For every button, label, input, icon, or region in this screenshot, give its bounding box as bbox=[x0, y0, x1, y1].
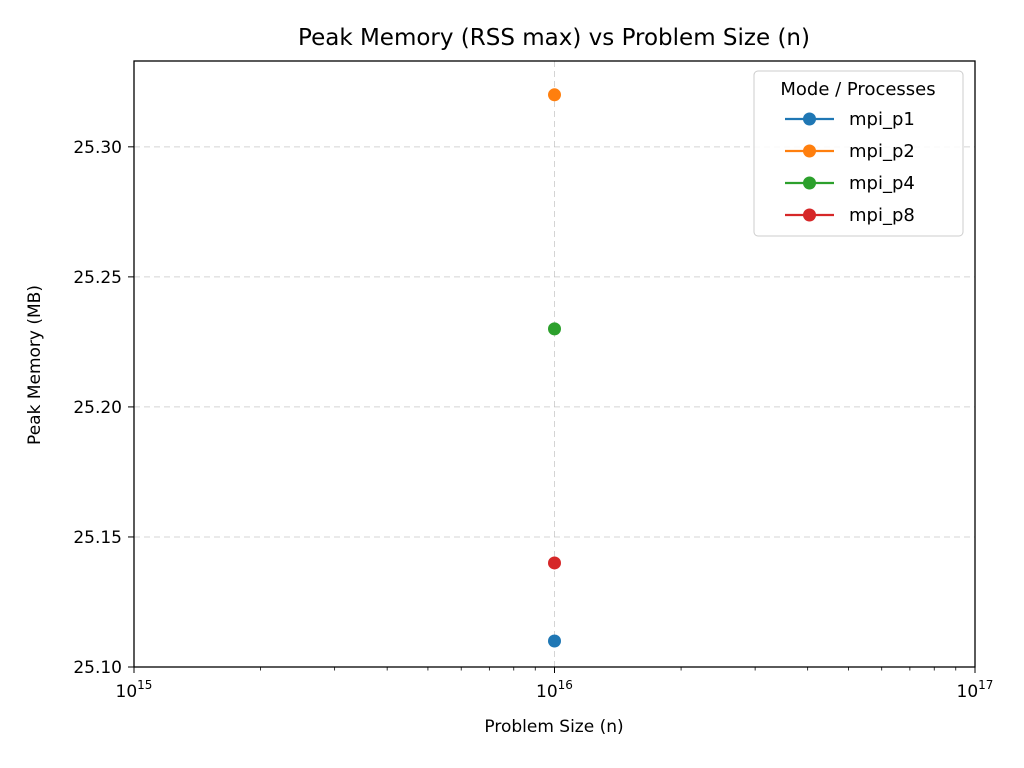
y-tick-label: 25.25 bbox=[73, 268, 122, 288]
legend-marker-mpi_p4 bbox=[803, 176, 816, 190]
legend-items: mpi_p1 mpi_p2 mpi_p4 mpi_p8 bbox=[785, 109, 915, 226]
legend-box bbox=[753, 70, 964, 237]
point-mpi_p2 bbox=[548, 88, 561, 102]
axis-ticks: 25.10 25.15 25.20 25.25 25.30 1015 1016 1017 bbox=[73, 138, 993, 702]
data-points bbox=[548, 88, 561, 648]
y-tick-label: 25.10 bbox=[73, 658, 122, 678]
legend-label-mpi_p8: mpi_p8 bbox=[849, 205, 915, 226]
x-tick-label: 1015 bbox=[116, 678, 153, 702]
point-mpi_p1 bbox=[548, 634, 561, 648]
legend: Mode / Processes mpi_p1mpi_p2mpi_p4mpi_p… bbox=[753, 70, 964, 237]
point-mpi_p4 bbox=[548, 322, 561, 336]
x-axis-label: Problem Size (n) bbox=[484, 717, 623, 737]
legend-label-mpi_p1: mpi_p1 bbox=[849, 109, 915, 130]
legend-label-mpi_p2: mpi_p2 bbox=[849, 141, 915, 162]
x-tick-label: 1016 bbox=[536, 678, 573, 702]
y-tick-label: 25.30 bbox=[73, 138, 122, 158]
legend-marker-mpi_p8 bbox=[803, 208, 816, 222]
legend-title: Mode / Processes bbox=[780, 79, 935, 100]
grid bbox=[134, 61, 975, 667]
legend-marker-mpi_p2 bbox=[803, 144, 816, 158]
legend-marker-mpi_p1 bbox=[803, 112, 816, 126]
y-axis-label: Peak Memory (MB) bbox=[25, 285, 45, 445]
x-tick-label: 1017 bbox=[957, 678, 994, 702]
point-mpi_p8 bbox=[548, 556, 561, 570]
chart-title: Peak Memory (RSS max) vs Problem Size (n… bbox=[298, 25, 810, 51]
y-tick-label: 25.20 bbox=[73, 398, 122, 418]
legend-label-mpi_p4: mpi_p4 bbox=[849, 173, 915, 194]
y-tick-label: 25.15 bbox=[73, 528, 122, 548]
